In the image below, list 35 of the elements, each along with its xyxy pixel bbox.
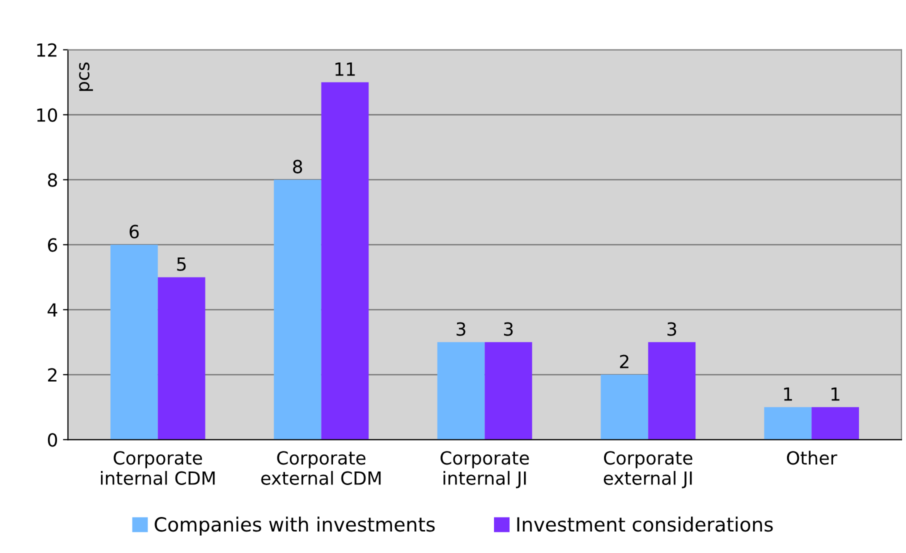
y-tick-label: 8 xyxy=(48,173,57,187)
legend-label: Investment considerations xyxy=(517,516,773,532)
bar xyxy=(110,244,158,440)
bar xyxy=(600,374,648,440)
legend-label: Companies with investments xyxy=(154,516,435,536)
data-label: 1 xyxy=(784,387,792,401)
y-tick-label: 6 xyxy=(48,238,58,252)
x-tick-label: Corporate internal JI xyxy=(440,451,529,488)
data-label: 2 xyxy=(620,354,628,368)
bar xyxy=(648,342,696,440)
y-axis-title: pcs xyxy=(79,62,93,91)
bar xyxy=(812,407,859,440)
data-label: 3 xyxy=(667,322,676,336)
data-label: 1 xyxy=(832,387,840,401)
y-tick-label: 4 xyxy=(48,303,58,317)
bar xyxy=(274,180,322,440)
y-tick-label: 0 xyxy=(48,433,58,447)
x-tick-label: Corporate internal CDM xyxy=(100,451,215,485)
x-tick-label: Other xyxy=(786,450,838,465)
bar xyxy=(321,82,369,440)
x-tick-label: Corporate external JI xyxy=(604,451,692,488)
bar xyxy=(764,407,812,440)
x-tick-label: Corporate external CDM xyxy=(261,451,381,485)
data-label: 6 xyxy=(130,224,139,238)
data-label: 11 xyxy=(335,62,355,76)
data-label: 8 xyxy=(293,160,302,174)
y-tick-label: 2 xyxy=(48,368,56,382)
bar xyxy=(158,277,206,440)
data-label: 3 xyxy=(456,322,466,336)
bar xyxy=(484,342,532,440)
bar xyxy=(437,342,485,440)
y-tick-label: 12 xyxy=(37,43,56,57)
y-tick-label: 10 xyxy=(37,108,58,122)
data-label: 5 xyxy=(177,257,186,271)
data-label: 3 xyxy=(504,322,513,336)
